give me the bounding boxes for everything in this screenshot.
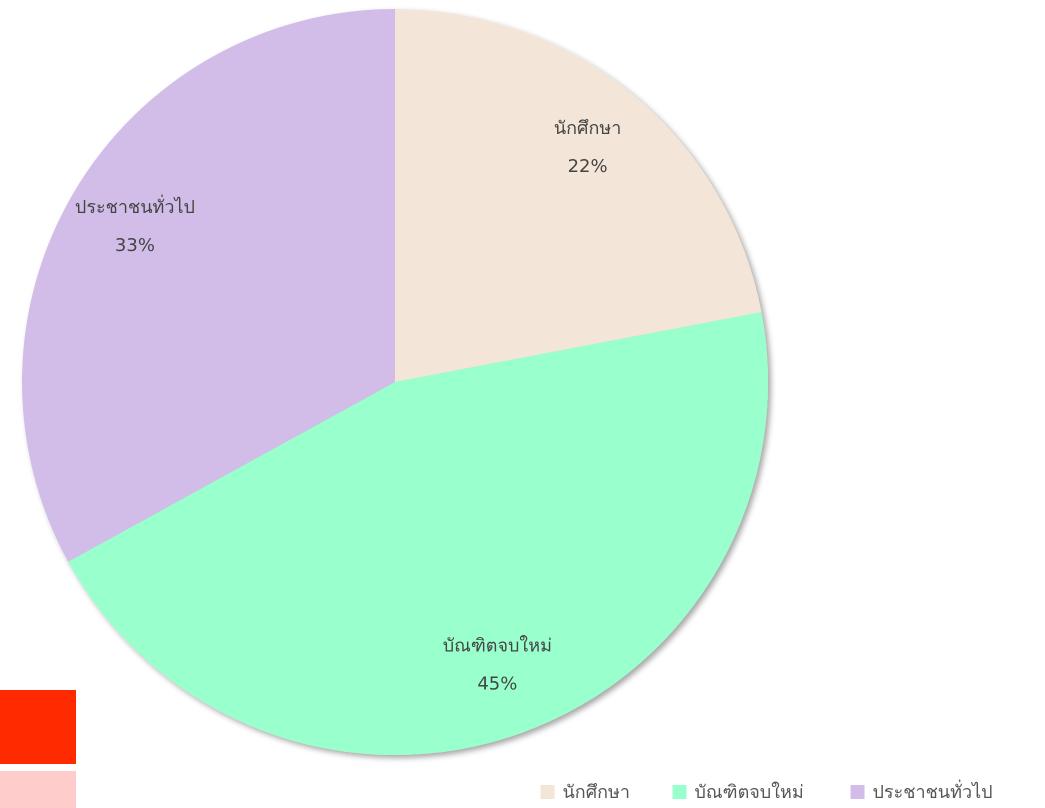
legend-swatch [672,785,687,799]
legend-label: บัณฑิตจบใหม่ [695,781,804,803]
pie [21,9,768,756]
slice-value-label: 45% [477,673,517,694]
slice-value-label: 22% [568,156,608,177]
legend-swatch [540,785,555,799]
pie-slice [68,312,768,756]
pie-slice [395,9,762,382]
slice-label: บัณฑิตจบใหม่ [443,634,552,656]
pie-slice [21,9,395,562]
legend-label: ประชาชนทั่วไป [873,779,993,803]
slice-label: นักศึกษา [554,118,622,139]
red-block [0,690,76,764]
legend-label: นักศึกษา [563,782,631,803]
slice-value-label: 33% [115,235,155,256]
legend-swatch [850,785,865,799]
slice-label: ประชาชนทั่วไป [75,194,195,218]
pink-block [0,771,76,808]
